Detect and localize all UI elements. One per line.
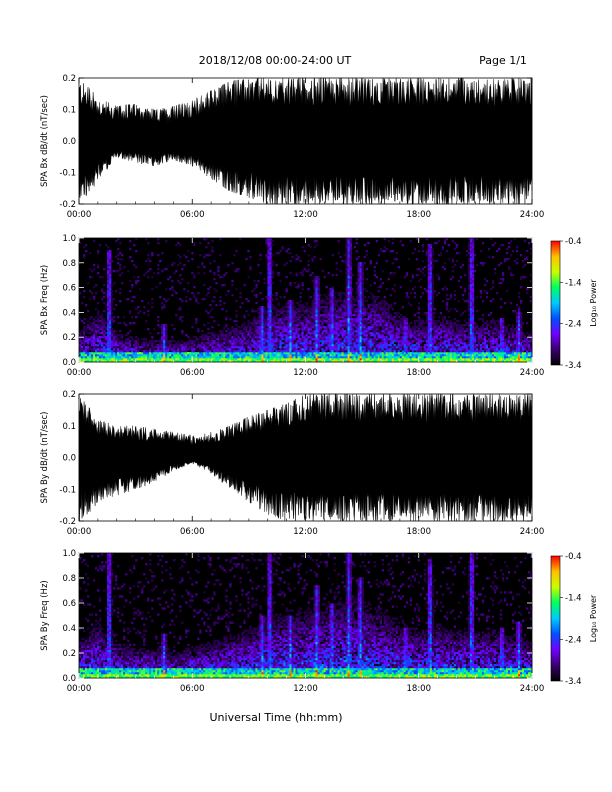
colorbar: -0.4 -1.4 -2.4 -3.4 Log₁₀ Power bbox=[550, 552, 598, 687]
page-title: 2018/12/08 00:00-24:00 UT bbox=[199, 54, 352, 67]
y-tick-label: 0.8 bbox=[62, 259, 76, 269]
y-tick-label: 0.4 bbox=[62, 308, 76, 318]
y-tick-label: 0.8 bbox=[62, 574, 76, 584]
x-tick-label: 18:00 bbox=[407, 527, 432, 537]
colorbar-tick-label: -2.4 bbox=[565, 320, 582, 330]
x-tick-label: 06:00 bbox=[180, 210, 205, 220]
y-tick-label: 0.0 bbox=[62, 358, 76, 368]
colorbar-scale bbox=[550, 555, 561, 682]
y-tick-label: 0.6 bbox=[62, 284, 76, 294]
colorbar-tick-label: -2.4 bbox=[565, 635, 582, 645]
colorbar-scale bbox=[550, 240, 561, 366]
colorbar-tick-label: -0.4 bbox=[565, 552, 582, 562]
x-tick-label: 12:00 bbox=[293, 368, 318, 378]
page-number: Page 1/1 bbox=[479, 54, 527, 67]
colorbar-label: Log₁₀ Power bbox=[589, 594, 598, 642]
colorbar-tick-label: -3.4 bbox=[565, 361, 582, 371]
x-tick-label: 00:00 bbox=[67, 210, 92, 220]
colorbar: -0.4 -1.4 -2.4 -3.4 Log₁₀ Power bbox=[550, 237, 598, 371]
y-axis-label: SPA Bx Freq (Hz) bbox=[40, 265, 50, 335]
colorbar-tick-label: -1.4 bbox=[565, 594, 582, 604]
colorbar-label: Log₁₀ Power bbox=[589, 279, 598, 327]
y-tick-label: -0.1 bbox=[59, 485, 76, 495]
y-axis-label: SPA By Freq (Hz) bbox=[40, 580, 50, 650]
colorbar-tick-label: -3.4 bbox=[565, 677, 582, 687]
panel-2: 00:00 06:00 12:00 18:00 24:00 0.0 0.2 0.4 0.6 0.8… bbox=[40, 234, 598, 378]
x-tick-label: 18:00 bbox=[407, 368, 432, 378]
y-tick-label: 0.4 bbox=[62, 624, 76, 634]
x-tick-label: 24:00 bbox=[520, 684, 545, 694]
panel-3: 00:00 06:00 12:00 18:00 24:00 -0.2 -0.1 0.0 0.1 0… bbox=[40, 390, 544, 537]
x-tick-label: 24:00 bbox=[520, 210, 545, 220]
y-tick-label: 0.1 bbox=[62, 106, 76, 116]
y-tick-label: 1.0 bbox=[62, 549, 76, 559]
x-tick-label: 00:00 bbox=[67, 368, 92, 378]
y-tick-label: 0.6 bbox=[62, 599, 76, 609]
x-tick-label: 06:00 bbox=[180, 368, 205, 378]
y-axis-label: SPA By dB/dt (nT/sec) bbox=[40, 412, 50, 504]
x-tick-label: 06:00 bbox=[180, 527, 205, 537]
x-tick-label: 24:00 bbox=[520, 368, 545, 378]
y-tick-label: 0.2 bbox=[62, 649, 76, 659]
y-tick-label: 0.0 bbox=[62, 137, 76, 147]
y-tick-label: -0.2 bbox=[59, 200, 76, 210]
x-tick-label: 24:00 bbox=[520, 527, 545, 537]
panel-1: 00:00 06:00 12:00 18:00 24:00 -0.2 -0.1 0.0 0.1 0… bbox=[40, 74, 544, 220]
x-tick-label: 00:00 bbox=[67, 527, 92, 537]
x-tick-label: 18:00 bbox=[407, 210, 432, 220]
spectrogram-cells bbox=[79, 553, 533, 679]
x-tick-label: 18:00 bbox=[407, 684, 432, 694]
spectrogram-cells bbox=[79, 238, 533, 363]
y-tick-label: 0.1 bbox=[62, 422, 76, 432]
y-tick-label: -0.2 bbox=[59, 517, 76, 527]
y-tick-label: 0.2 bbox=[62, 333, 76, 343]
y-tick-label: 0.2 bbox=[62, 74, 76, 84]
y-tick-label: -0.1 bbox=[59, 169, 76, 179]
colorbar-tick-label: -0.4 bbox=[565, 237, 582, 247]
x-tick-label: 06:00 bbox=[180, 684, 205, 694]
y-axis-label: SPA Bx dB/dt (nT/sec) bbox=[40, 95, 50, 187]
x-tick-label: 12:00 bbox=[293, 527, 318, 537]
y-tick-label: 0.0 bbox=[62, 454, 76, 464]
y-tick-label: 0.2 bbox=[62, 390, 76, 400]
x-tick-label: 00:00 bbox=[67, 684, 92, 694]
x-tick-label: 12:00 bbox=[293, 210, 318, 220]
x-tick-label: 12:00 bbox=[293, 684, 318, 694]
colorbar-tick-label: -1.4 bbox=[565, 278, 582, 288]
y-tick-label: 0.0 bbox=[62, 674, 76, 684]
x-axis-label: Universal Time (hh:mm) bbox=[210, 711, 343, 724]
panel-4: 00:00 06:00 12:00 18:00 24:00 0.0 0.2 0.4 0.6 0.8… bbox=[40, 549, 598, 694]
y-tick-label: 1.0 bbox=[62, 234, 76, 244]
